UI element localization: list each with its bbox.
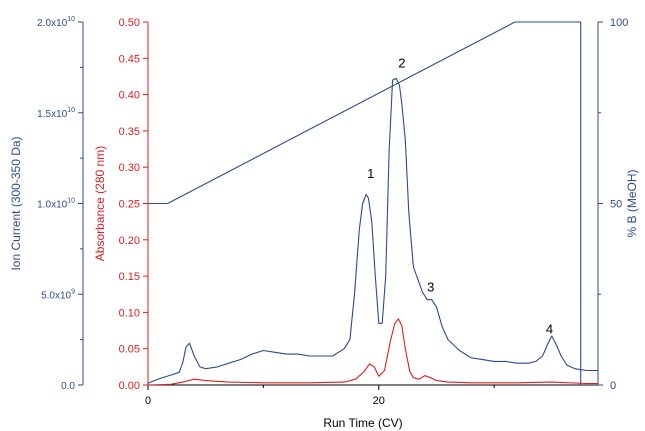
ion-current-tick-label: 0.0 [61, 381, 75, 392]
x-tick-label: 20 [373, 395, 385, 407]
absorbance-tick-label: 0.10 [119, 307, 140, 319]
absorbance-tick-label: 0.25 [119, 199, 140, 211]
x-tick-label: 0 [145, 395, 151, 407]
series-line-percent-b [148, 21, 582, 385]
peak-label: 3 [427, 280, 434, 295]
absorbance-tick-label: 0.15 [119, 271, 140, 283]
ion-current-axis-label: Ion Current (300-350 Da) [9, 136, 23, 270]
peak-label: 4 [546, 321, 553, 336]
ion-current-tick-label: 1.5x1010 [37, 107, 75, 120]
plot-series-group [147, 21, 599, 386]
percent-b-tick-label: 100 [610, 17, 628, 29]
absorbance-tick-label: 0.45 [119, 53, 140, 65]
peak-label: 1 [367, 166, 374, 181]
peak-label: 2 [398, 55, 405, 70]
percent-b-tick-label: 0 [610, 380, 616, 392]
ion-current-tick-label: 2.0x1010 [37, 16, 75, 29]
absorbance-tick-label: 0.00 [119, 380, 140, 392]
percent-b-axis-label: % B (MeOH) [625, 169, 639, 237]
ion-current-tick-label: 5.0x109 [41, 288, 75, 301]
absorbance-tick-label: 0.20 [119, 235, 140, 247]
absorbance-tick-label: 0.05 [119, 344, 140, 356]
series-line-ion-current [147, 77, 598, 384]
absorbance-tick-label: 0.40 [119, 90, 140, 102]
x-axis-label: Run Time (CV) [323, 416, 402, 430]
ion-current-tick-label: 1.0x1010 [37, 198, 75, 211]
absorbance-tick-label: 0.30 [119, 162, 140, 174]
series-line-absorbance [147, 318, 598, 386]
axes-group [78, 21, 603, 390]
absorbance-tick-label: 0.35 [119, 126, 140, 138]
percent-b-tick-label: 50 [610, 199, 622, 211]
absorbance-tick-label: 0.50 [119, 17, 140, 29]
absorbance-axis-label: Absorbance (280 nm) [93, 146, 107, 261]
